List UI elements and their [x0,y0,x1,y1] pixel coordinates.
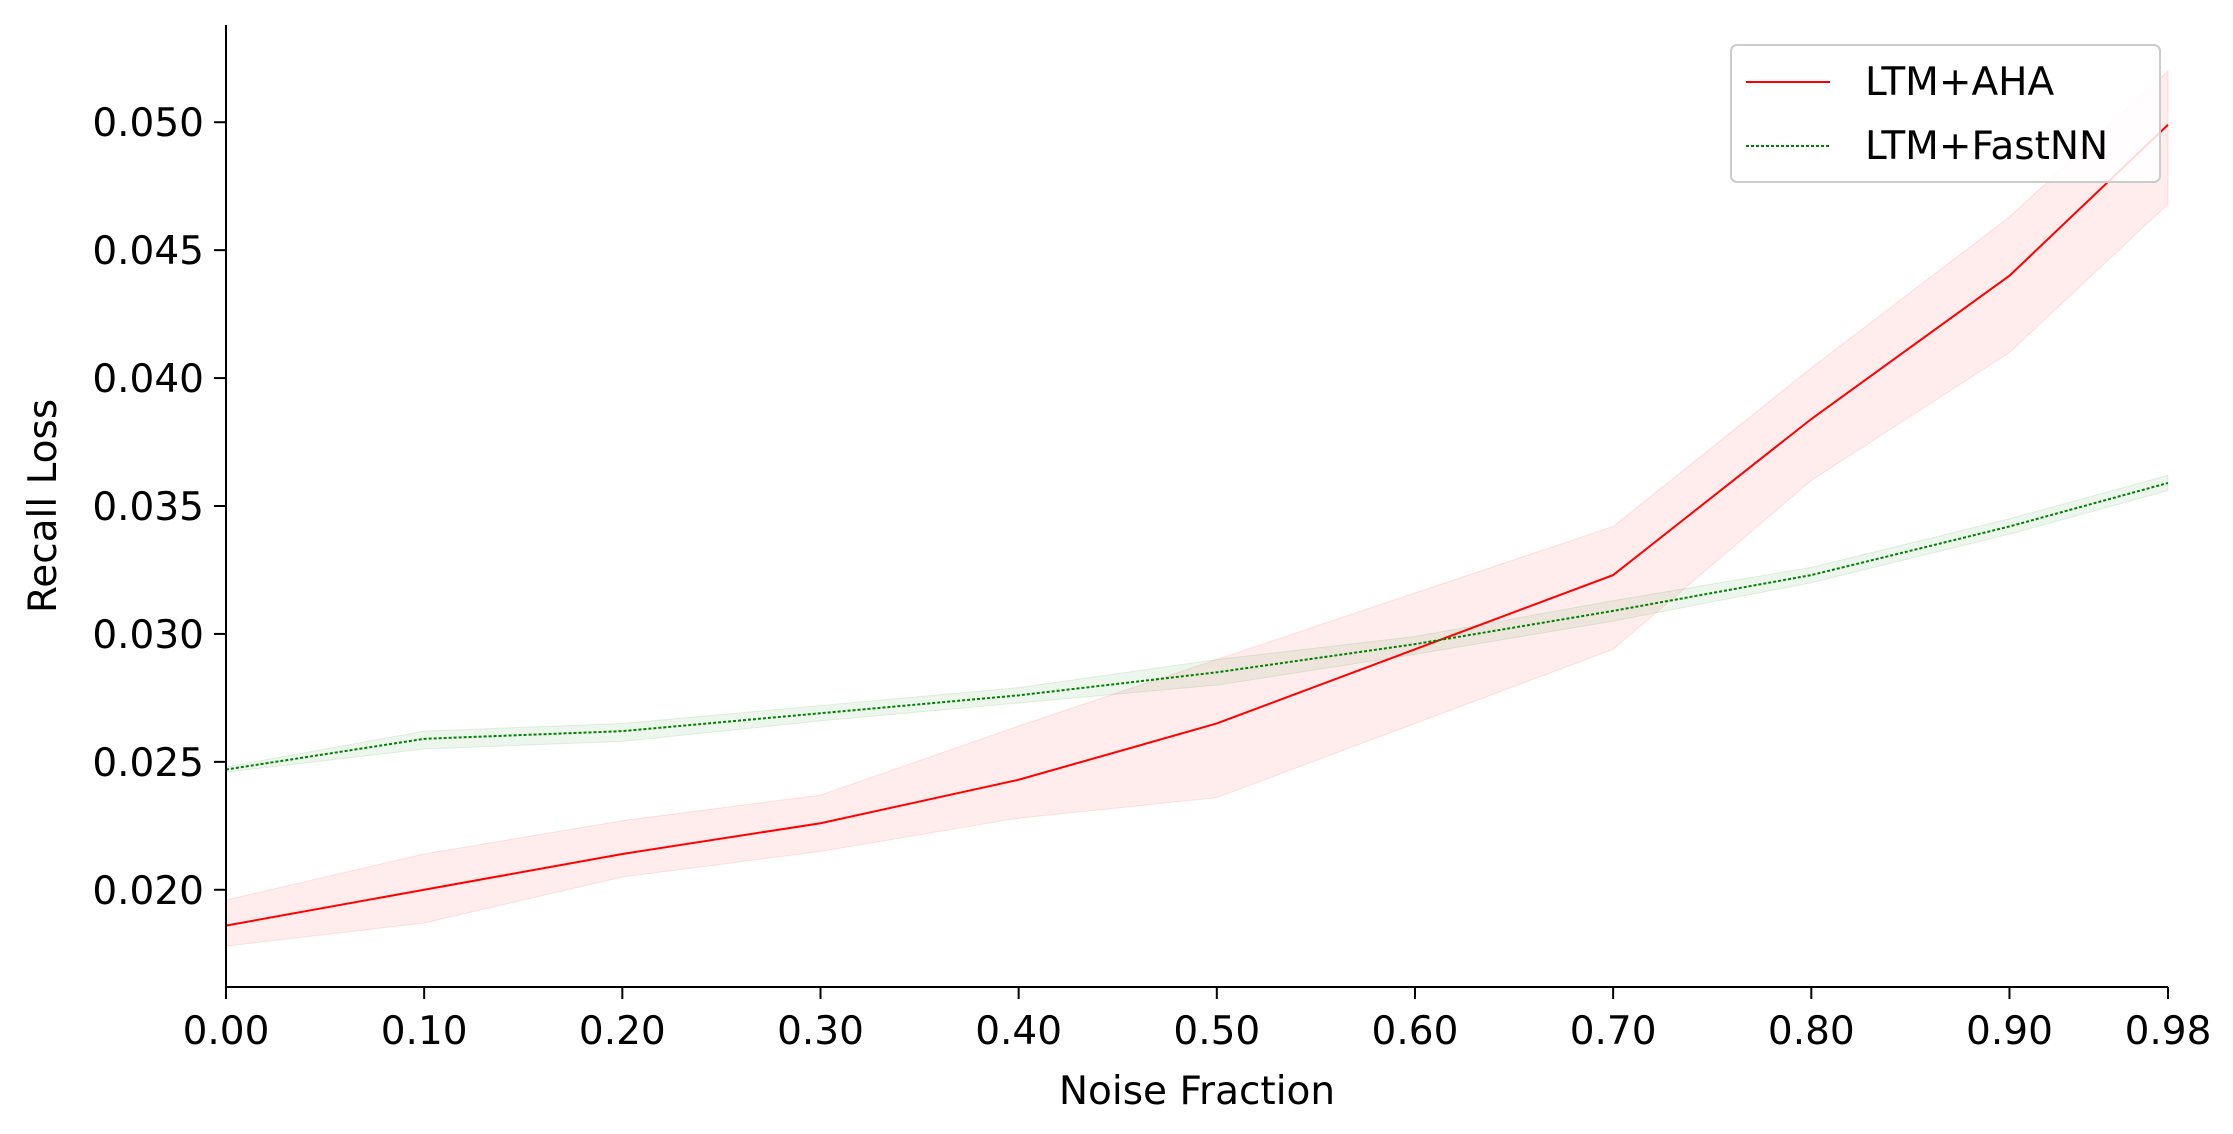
y-axis-label: Recall Loss [21,399,66,613]
legend-label: LTM+AHA [1865,60,2055,105]
y-tick-label: 0.025 [92,741,204,786]
x-tick-label: 0.80 [1768,1009,1855,1054]
y-ticks: 0.020 0.025 0.030 0.035 0.040 0.045 0.050 [92,101,226,914]
y-tick-label: 0.050 [92,101,204,146]
y-tick-label: 0.030 [92,613,204,658]
y-tick-label: 0.045 [92,229,204,274]
x-tick-label: 0.20 [579,1009,666,1054]
x-tick-label: 0.60 [1372,1009,1459,1054]
x-tick-label: 0.00 [183,1009,270,1054]
y-tick-label: 0.035 [92,485,204,530]
x-axis-label: Noise Fraction [1059,1069,1335,1114]
legend-box [1730,44,2161,183]
x-tick-label: 0.50 [1173,1009,1260,1054]
x-tick-label: 0.90 [1966,1009,2053,1054]
legend: LTM+AHA LTM+FastNN [1730,44,2161,183]
x-tick-label: 0.98 [2125,1009,2212,1054]
y-tick-label: 0.040 [92,357,204,402]
x-tick-label: 0.10 [381,1009,468,1054]
series-lines [225,124,2169,927]
x-tick-label: 0.30 [777,1009,864,1054]
legend-label: LTM+FastNN [1865,124,2108,169]
confidence-bands [225,69,2169,947]
confidence-band [225,69,2169,947]
x-ticks: 0.00 0.10 0.20 0.30 0.40 0.50 0.60 0.70 0.80 0.90… [183,987,2212,1054]
x-tick-label: 0.70 [1570,1009,1657,1054]
x-tick-label: 0.40 [975,1009,1062,1054]
series-line [225,482,2169,771]
confidence-band [225,474,2169,773]
series-line [225,124,2169,927]
y-tick-label: 0.020 [92,869,204,914]
